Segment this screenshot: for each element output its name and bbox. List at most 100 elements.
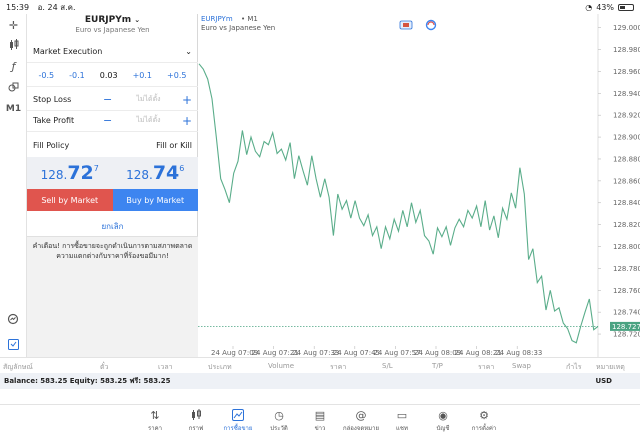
volume-plus-big-button[interactable]: +0.5 [167, 71, 187, 80]
time-tick-label: 24 Aug 08:33 [495, 349, 542, 357]
nav-news[interactable]: ▤ ข่าว [300, 409, 340, 433]
take-profit-minus-button[interactable]: − [103, 114, 113, 127]
buy-by-market-button[interactable]: Buy by Market [112, 189, 198, 211]
balance-currency: USD [595, 377, 612, 385]
nav-chat-label: แชท [396, 425, 408, 432]
candles-icon[interactable] [0, 36, 27, 54]
take-profit-input[interactable]: ไม่ได้ตั้ง [136, 116, 161, 124]
col-ticket: ตั๋ว [100, 363, 109, 371]
timeframe-button[interactable]: M1 [5, 104, 22, 114]
wifi-icon: ◔ [585, 2, 593, 12]
col-current-price: ราคา [478, 363, 495, 371]
col-type: ประเภท [208, 363, 232, 371]
price-tick-label: 128.860 [613, 177, 640, 185]
volume-plus-small-button[interactable]: +0.1 [132, 71, 153, 80]
chart-description: Euro vs Japanese Yen [201, 24, 275, 32]
price-tick-label: 128.720 [613, 331, 640, 339]
quotes-row: 128. 72 7 128. 74 6 [27, 157, 198, 189]
volume-minus-small-button[interactable]: -0.1 [69, 71, 85, 80]
nav-chart-label: กราฟ [188, 425, 204, 432]
cancel-button[interactable]: ยกเลิก [101, 222, 124, 231]
price-tick-label: 128.760 [613, 287, 640, 295]
nav-chart[interactable]: กราฟ [176, 409, 216, 433]
price-tick-label: 128.960 [613, 68, 640, 76]
chart-timeframe: • M1 [241, 15, 258, 23]
price-chart[interactable]: EURJPYm • M1 Euro vs Japanese Yen 129.00… [198, 14, 640, 357]
col-price: ราคา [330, 363, 347, 371]
function-icon[interactable]: ƒ [11, 59, 16, 73]
news-icon: ▤ [314, 409, 326, 422]
volume-value[interactable]: 0.03 [99, 71, 118, 80]
nav-mailbox-label: กล่องจดหมาย [342, 425, 380, 432]
nav-trade[interactable]: การซื้อขาย [218, 409, 258, 433]
take-profit-label: Take Profit [33, 116, 75, 125]
price-tick-label: 128.900 [613, 134, 640, 142]
col-comment: หมายเหตุ [596, 363, 625, 371]
current-price-tag-bg [610, 321, 640, 331]
col-symbol: สัญลักษณ์ [3, 363, 33, 371]
quotes-icon: ⇅ [150, 409, 160, 422]
symbol-selector[interactable]: EURJPYm ⌄ [27, 15, 198, 25]
one-click-trading-icon[interactable] [425, 19, 437, 31]
trade-table-header: สัญลักษณ์ ตั๋ว เวลา ประเภท Volume ราคา S… [0, 357, 640, 373]
nav-account[interactable]: ◉ บัญชี [423, 409, 463, 433]
current-price-tag: 128.727 [610, 321, 640, 331]
chevron-down-icon: ⌄ [134, 16, 141, 24]
stop-loss-input[interactable]: ไม่ได้ตั้ง [136, 95, 161, 103]
balance-bar: Balance: 583.25 Equity: 583.25 ฟรี: 583.… [0, 373, 640, 389]
time-tick-label: 24 Aug 07:57 [373, 349, 420, 357]
execution-type-select[interactable]: Market Execution ⌄ [27, 41, 198, 63]
order-panel: EURJPYm ⌄ Euro vs Japanese Yen Market Ex… [27, 14, 198, 357]
price-line-series [198, 63, 599, 344]
volume-minus-big-button[interactable]: -0.5 [38, 71, 55, 80]
trade-buttons: Sell by Market Buy by Market [27, 189, 198, 211]
left-toolbar: ✛ ƒ M1 [0, 14, 27, 357]
time-tick-label: 24 Aug 07:45 [333, 349, 380, 357]
nav-quotes-label: ราคา [148, 425, 162, 432]
sell-by-market-button[interactable]: Sell by Market [27, 189, 113, 211]
battery-percent: 43% [596, 2, 614, 12]
chart-svg[interactable]: EURJPYm • M1 Euro vs Japanese Yen 129.00… [198, 14, 640, 357]
nav-settings[interactable]: ⚙ การตั้งค่า [464, 409, 504, 433]
add-panel-icon[interactable] [0, 335, 27, 353]
mail-icon: @ [355, 409, 367, 422]
symbol-description: Euro vs Japanese Yen [75, 26, 150, 34]
price-tick-label: 128.940 [613, 90, 640, 98]
col-swap: Swap [512, 362, 531, 370]
nav-news-label: ข่าว [314, 425, 326, 432]
crosshair-icon[interactable]: ✛ [8, 18, 19, 32]
price-tick-label: 128.980 [613, 46, 640, 54]
settings-icon: ⚙ [479, 409, 489, 422]
bid-price: 128. 72 7 [40, 162, 99, 184]
nav-quotes[interactable]: ⇅ ราคา [135, 409, 175, 433]
objects-icon[interactable] [0, 78, 27, 96]
nav-chat[interactable]: ▭ แชท [382, 409, 422, 433]
history-icon: ◷ [274, 409, 284, 422]
price-tick-label: 128.920 [613, 112, 640, 120]
nav-history[interactable]: ◷ ประวัติ [259, 409, 299, 433]
fill-policy-row[interactable]: Fill Policy Fill or Kill [27, 134, 198, 156]
volume-stepper: -0.5 -0.1 0.03 +0.1 +0.5 [27, 65, 198, 87]
nav-history-label: ประวัติ [270, 425, 288, 432]
stop-loss-minus-button[interactable]: − [103, 93, 113, 106]
status-time: 15:39 [6, 2, 30, 12]
take-profit-plus-button[interactable]: + [181, 113, 192, 128]
stop-loss-plus-button[interactable]: + [181, 92, 192, 107]
time-tick-label: 24 Aug 08:09 [414, 349, 461, 357]
trade-icon [218, 409, 258, 423]
time-tick-label: 24 Aug 08:21 [455, 349, 502, 357]
price-tick-label: 128.840 [613, 199, 640, 207]
nav-mailbox[interactable]: @ กล่องจดหมาย [341, 409, 381, 433]
col-time: เวลา [158, 363, 173, 371]
price-tick-label: 128.820 [613, 221, 640, 229]
trade-levels-toggle-icon[interactable] [399, 20, 413, 30]
ask-price: 128. 74 6 [126, 162, 185, 184]
fill-policy-value: Fill or Kill [156, 140, 192, 150]
nav-trade-label: การซื้อขาย [223, 425, 253, 432]
price-tick-label: 128.780 [613, 265, 640, 273]
warning-text: คำเตือน! การซื้อขายจะถูกดำเนินการตามสภาพ… [27, 236, 198, 357]
zoom-icon[interactable] [0, 310, 27, 328]
chevron-down-icon: ⌄ [185, 47, 192, 56]
take-profit-row: Take Profit − ไม่ได้ตั้ง + [27, 110, 198, 132]
